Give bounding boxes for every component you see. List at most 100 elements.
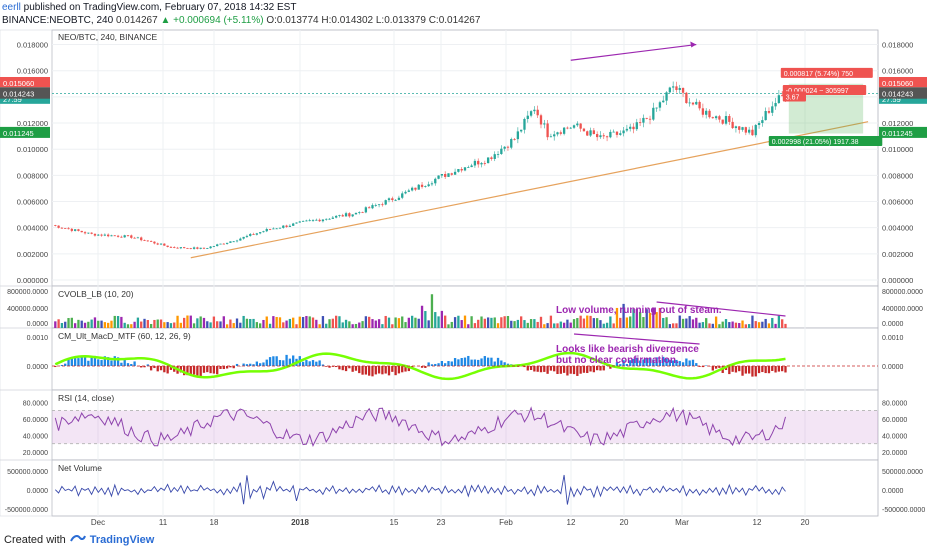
volume-bar xyxy=(671,323,675,328)
macd-histogram-bar xyxy=(553,366,556,372)
volume-bar xyxy=(427,320,430,328)
candle-body xyxy=(285,225,288,227)
macd-histogram-bar xyxy=(434,363,437,366)
macd-histogram-bar xyxy=(424,366,427,368)
macd-histogram-bar xyxy=(206,366,209,373)
author-link[interactable]: eerll xyxy=(2,2,21,13)
macd-histogram-bar xyxy=(777,366,781,372)
candle-body xyxy=(70,228,73,231)
candle-body xyxy=(417,184,420,190)
macd-histogram-bar xyxy=(222,366,225,370)
volume-bar xyxy=(483,318,486,328)
volume-bar xyxy=(235,318,239,328)
volume-bar xyxy=(599,320,602,328)
macd-histogram-bar xyxy=(440,361,444,366)
macd-histogram-bar xyxy=(229,366,232,368)
macd-histogram-bar xyxy=(652,359,655,366)
macd-histogram-bar xyxy=(87,360,90,366)
macd-histogram-bar xyxy=(629,360,632,366)
macd-histogram-bar xyxy=(351,366,354,372)
candle-body xyxy=(391,198,394,201)
macd-histogram-bar xyxy=(771,366,774,371)
macd-histogram-bar xyxy=(447,361,450,366)
rsi-tick-right: 20.0000 xyxy=(882,450,907,457)
annotation-ratio: 3.67 xyxy=(786,94,800,101)
y-tick-label-right: 0.018000 xyxy=(882,41,913,50)
volume-bar xyxy=(589,315,592,328)
candle-body xyxy=(652,107,655,120)
tradingview-brand[interactable]: TradingView xyxy=(89,533,155,546)
volume-bar xyxy=(410,315,414,328)
volume-bar xyxy=(146,320,149,328)
candle-body xyxy=(100,234,103,236)
volume-bar xyxy=(57,319,60,328)
volume-bar xyxy=(318,324,321,328)
volume-bar xyxy=(90,319,93,328)
volume-bar xyxy=(424,311,427,328)
y-tick-label-right: 0.012000 xyxy=(882,119,913,128)
candle-body xyxy=(724,116,728,124)
macd-histogram-bar xyxy=(133,361,136,366)
volume-bar xyxy=(635,309,638,328)
candle-body xyxy=(708,110,711,118)
candle-body xyxy=(681,87,685,93)
candle-body xyxy=(731,121,734,129)
chart-canvas[interactable]: Dec 11 18 2018 15 23 Feb 12 20 Mar 12 20 0.000000 0.0… xyxy=(0,28,932,530)
candle-body xyxy=(87,232,90,234)
annotation-delta: -0.000024 ~ 305997 xyxy=(786,88,849,95)
x-tick-label: Dec xyxy=(91,518,105,527)
candle-body xyxy=(572,125,576,128)
macd-histogram-bar xyxy=(632,358,635,366)
macd-histogram-bar xyxy=(503,362,506,366)
macd-histogram-bar xyxy=(681,362,685,366)
macd-histogram-bar xyxy=(90,357,93,366)
volume-bar xyxy=(582,318,586,328)
candle-body xyxy=(186,248,189,249)
net-volume-tick-right: 500000.0000 xyxy=(882,469,923,476)
macd-note-line1: Looks like bearish divergence xyxy=(556,344,699,355)
candle-body xyxy=(176,247,179,249)
candle-body xyxy=(192,247,196,249)
candle-body xyxy=(645,117,648,119)
volume-bar xyxy=(513,321,516,328)
macd-histogram-bar xyxy=(153,366,156,369)
macd-histogram-bar xyxy=(559,366,562,374)
y-tick-label-right: 0.006000 xyxy=(882,198,913,207)
volume-bar xyxy=(262,319,265,328)
macd-histogram-bar xyxy=(292,355,295,366)
volume-bar xyxy=(192,323,196,328)
candle-body xyxy=(222,243,225,245)
candle-body xyxy=(632,126,635,130)
candle-body xyxy=(675,86,678,90)
volume-bar xyxy=(774,323,777,328)
candle-body xyxy=(212,246,216,247)
candle-body xyxy=(120,236,123,238)
macd-histogram-bar xyxy=(635,357,638,366)
macd-histogram-bar xyxy=(695,363,698,366)
macd-histogram-bar xyxy=(556,366,559,375)
candle-body xyxy=(384,200,387,205)
volume-bar xyxy=(467,324,470,328)
candle-body xyxy=(414,187,417,190)
macd-histogram-bar xyxy=(642,359,645,366)
price-tag-right: 0.015060 xyxy=(882,79,913,88)
candle-body xyxy=(612,131,615,133)
macd-histogram-bar xyxy=(586,366,589,374)
candle-body xyxy=(764,111,767,121)
volume-bar xyxy=(718,324,721,328)
annotation-range-bg xyxy=(780,67,873,78)
volume-bar xyxy=(325,323,328,328)
macd-histogram-bar xyxy=(490,357,493,366)
price-tag-right: 0.011245 xyxy=(882,129,913,138)
volume-tick-left: 800000.0000 xyxy=(7,289,48,296)
macd-histogram-bar xyxy=(245,364,249,366)
net-volume-tick-left: 500000.0000 xyxy=(7,469,48,476)
candle-body xyxy=(381,204,384,206)
macd-histogram-bar xyxy=(391,366,394,372)
candle-body xyxy=(156,243,159,245)
candle-body xyxy=(440,173,444,176)
volume-bar xyxy=(179,322,183,328)
x-tick-label: 20 xyxy=(801,518,810,527)
x-tick-label: 12 xyxy=(753,518,762,527)
macd-histogram-bar xyxy=(718,366,721,368)
